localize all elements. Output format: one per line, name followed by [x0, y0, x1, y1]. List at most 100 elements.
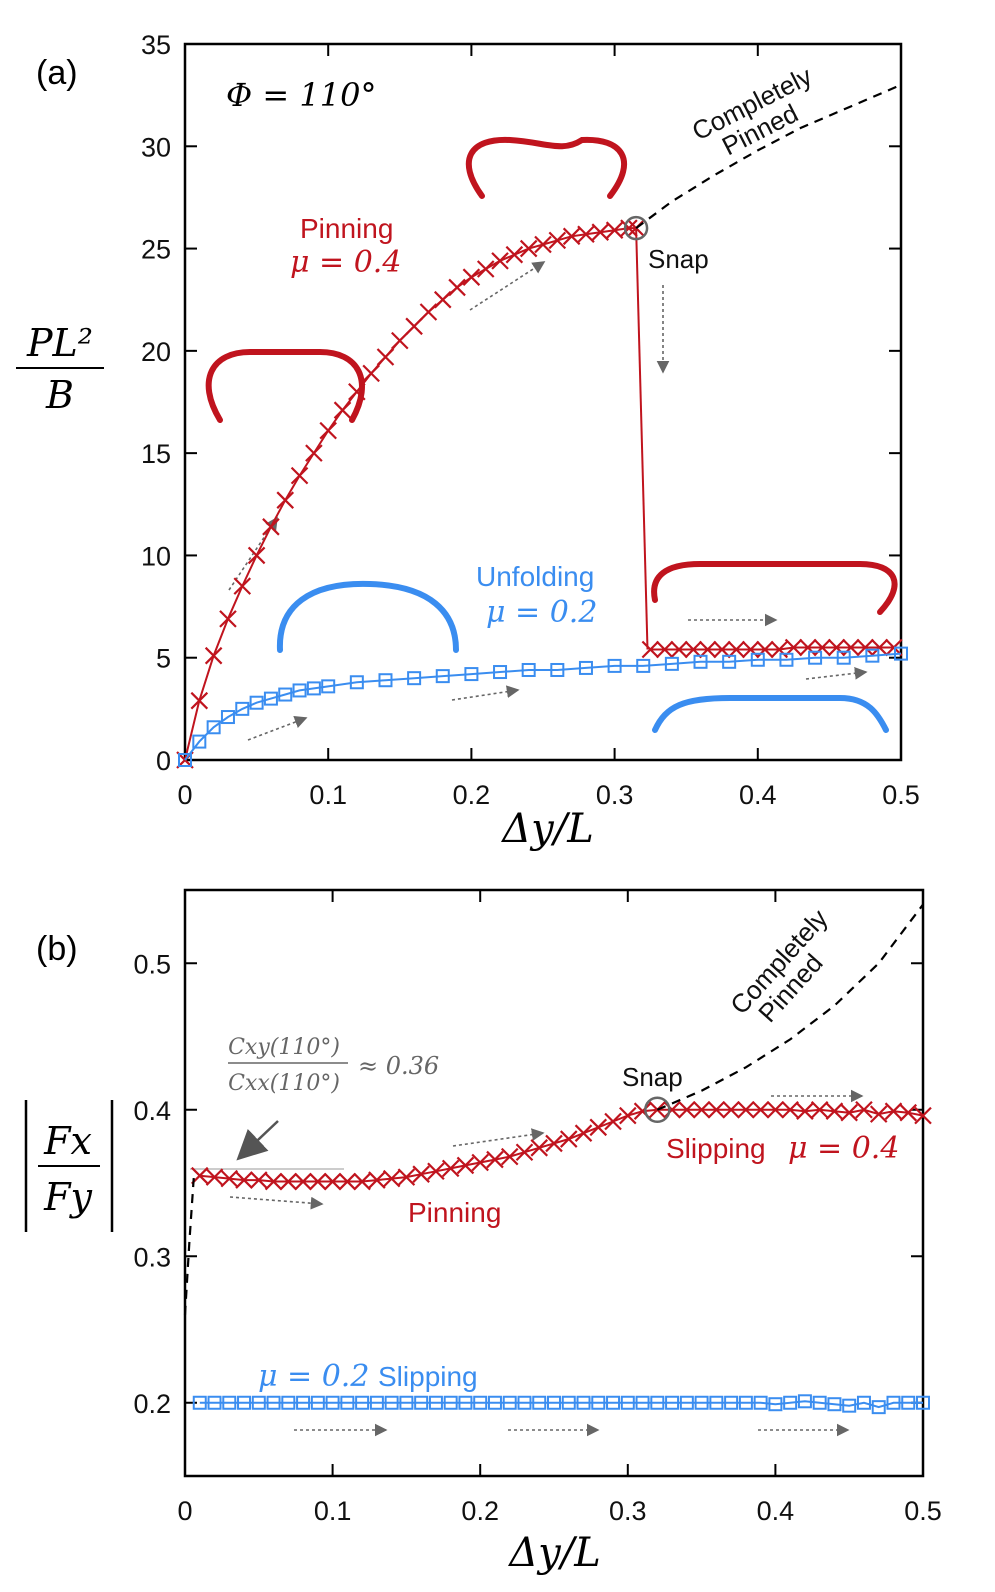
data-point-square — [251, 1395, 266, 1410]
data-point-square — [237, 1395, 252, 1410]
data-point-x — [515, 1143, 534, 1162]
data-point-x — [491, 252, 509, 270]
arrow-icon — [451, 685, 520, 701]
y-tick-label: 25 — [141, 235, 171, 265]
y-tick-label: 30 — [141, 132, 171, 162]
x-tick-label: 0.2 — [461, 1496, 499, 1526]
data-point-square — [561, 1395, 576, 1410]
data-point-square — [306, 681, 321, 696]
data-point-square — [620, 1395, 635, 1410]
data-point-x — [840, 1103, 858, 1122]
data-point-square — [220, 710, 235, 725]
data-point-x — [279, 1172, 298, 1191]
data-point-square — [894, 646, 908, 661]
snap-point-marker — [623, 215, 649, 241]
pinning-mu-label: μ = 0.4 — [290, 245, 401, 280]
mu-0-2-label: μ = 0.2 — [258, 1359, 369, 1394]
panel-a-direction-arrows — [228, 261, 868, 741]
panel-a-series — [176, 83, 908, 769]
data-point-x — [899, 1103, 918, 1122]
data-point-x — [741, 640, 760, 659]
phi-annotation: Φ = 110° — [226, 76, 376, 114]
data-point-x — [419, 303, 438, 321]
data-point-x — [751, 1100, 770, 1119]
data-point-x — [856, 638, 874, 657]
data-point-x — [884, 1102, 903, 1120]
x-tick-label: 0 — [177, 1496, 192, 1526]
data-point-square — [532, 1395, 547, 1410]
data-point-x — [559, 1130, 578, 1148]
ylabel-numerator: PL² — [26, 321, 93, 365]
data-point-square — [836, 650, 851, 665]
data-point-x — [534, 235, 552, 254]
panel-a: (a) 0 0.1 0.2 0.3 0.4 0.5 0 5 10 15 20 25 30 35 PL² B… — [16, 30, 920, 852]
data-point-square — [321, 679, 336, 694]
data-point-x — [855, 1100, 873, 1119]
y-tick-label: 10 — [141, 541, 171, 571]
panel-b-frame — [183, 888, 925, 1478]
data-point-square — [812, 1395, 827, 1410]
series-line — [635, 228, 649, 650]
data-point-x — [333, 401, 352, 419]
data-point-square — [378, 673, 393, 688]
data-point-square — [369, 1395, 384, 1410]
data-point-x — [519, 239, 538, 258]
data-point-square — [355, 1395, 370, 1410]
arrow-icon — [229, 1196, 324, 1210]
data-point-x — [620, 219, 638, 237]
x-tick-label: 0.4 — [757, 1496, 795, 1526]
data-point-x — [810, 1100, 829, 1119]
arrow-icon — [247, 715, 308, 741]
data-point-x — [692, 1100, 711, 1119]
data-point-square — [550, 662, 565, 677]
snap-point-marker-b — [644, 1096, 671, 1123]
panel-b-xlabel: Δy/L — [507, 1530, 601, 1576]
panel-a-label: (a) — [36, 54, 78, 92]
data-point-square — [797, 1394, 812, 1409]
data-point-square — [842, 1398, 857, 1413]
data-point-x — [441, 1159, 460, 1178]
data-point-x — [722, 1100, 740, 1119]
data-point-x — [233, 577, 252, 595]
data-point-square — [263, 691, 278, 706]
data-point-square — [399, 1395, 414, 1410]
x-tick-label: 0.3 — [609, 1496, 647, 1526]
arrow-icon — [805, 666, 868, 680]
data-point-x — [577, 225, 595, 244]
data-point-x — [476, 260, 495, 278]
data-point-x — [530, 1139, 549, 1157]
data-point-x — [471, 1153, 489, 1172]
data-point-square — [414, 1395, 429, 1410]
data-point-square — [340, 1395, 355, 1410]
x-tick-label: 0 — [177, 780, 192, 810]
data-point-square — [916, 1395, 930, 1410]
y-tick-label: 15 — [141, 439, 171, 469]
ylabel-b-numerator: Fx — [43, 1119, 92, 1163]
data-point-square — [192, 1395, 207, 1410]
data-point-x — [427, 1162, 445, 1181]
data-point-x — [348, 382, 366, 401]
y-tick-label: 35 — [141, 30, 171, 60]
data-point-square — [750, 652, 765, 667]
data-point-square — [636, 658, 651, 673]
data-point-square — [428, 1395, 443, 1410]
data-point-x — [827, 638, 846, 657]
data-point-x — [799, 638, 817, 657]
data-point-x — [219, 610, 237, 628]
series-line — [656, 903, 924, 1111]
data-point-square — [578, 660, 593, 675]
data-point-x — [220, 1169, 239, 1188]
data-point-square — [521, 662, 536, 677]
data-point-square — [779, 652, 794, 667]
panel-a-frame — [183, 42, 903, 762]
x-tick-label: 0.1 — [314, 1496, 352, 1526]
data-point-x — [368, 1171, 386, 1189]
panel-b-series — [183, 903, 932, 1415]
shape-sketch-unfolding-late — [652, 695, 889, 733]
data-point-x — [545, 1134, 563, 1153]
data-point-square — [222, 1395, 237, 1410]
series-line — [635, 83, 902, 229]
data-point-square — [738, 1395, 753, 1410]
y-tick-label: 0.4 — [133, 1096, 171, 1126]
series-line — [199, 1108, 924, 1183]
